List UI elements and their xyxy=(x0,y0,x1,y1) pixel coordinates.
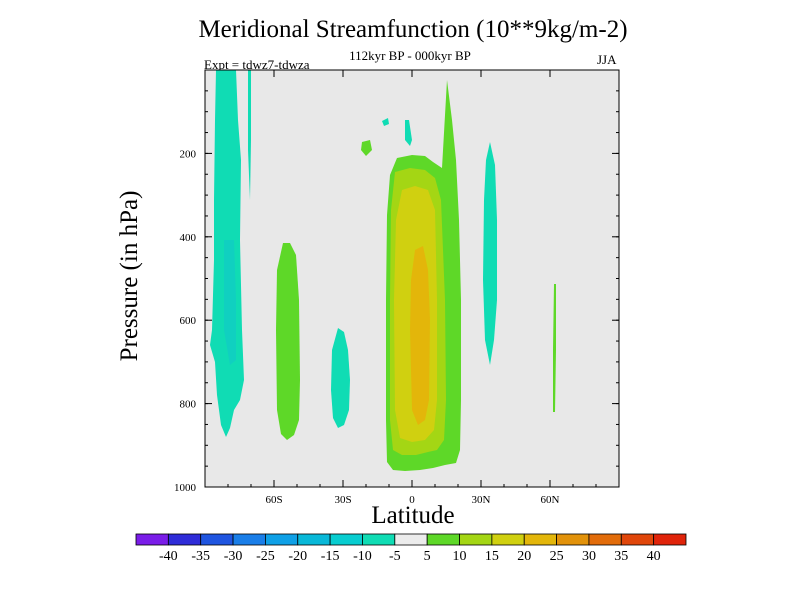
contour-region-62n-positive xyxy=(553,284,556,412)
colorbar-swatch xyxy=(556,533,590,546)
colorbar-label: -35 xyxy=(191,549,210,564)
contour-region-small-positive-1 xyxy=(361,140,372,156)
colorbar-swatch xyxy=(362,533,396,546)
contour-region-small-negative-1 xyxy=(382,118,389,126)
colorbar-label: 10 xyxy=(453,549,467,564)
colorbar-swatch xyxy=(232,533,266,546)
season-label: JJA xyxy=(597,52,617,67)
colorbar-label: -20 xyxy=(288,549,307,564)
colorbar-swatch xyxy=(491,533,525,546)
colorbar-label: 25 xyxy=(550,549,564,564)
x-tick-label: 60S xyxy=(265,494,282,506)
chart-subtitle: 112kyr BP - 000kyr BP xyxy=(349,48,471,63)
colorbar-label: -10 xyxy=(353,549,372,564)
colorbar-swatch xyxy=(200,533,234,546)
y-tick-label: 200 xyxy=(180,148,197,160)
colorbar-swatch xyxy=(426,533,460,546)
y-tick-label: 800 xyxy=(180,399,197,411)
contour-region-equator-20-25 xyxy=(410,246,430,425)
colorbar-label: -5 xyxy=(389,549,401,564)
colorbar-swatch xyxy=(265,533,299,546)
contour-region-55s-positive xyxy=(276,243,300,440)
colorbar-swatch xyxy=(135,533,169,546)
colorbar-swatch xyxy=(297,533,331,546)
colorbar-swatch xyxy=(329,533,363,546)
colorbar-swatch xyxy=(523,533,557,546)
y-tick-label: 600 xyxy=(180,315,197,327)
x-axis-label: Latitude xyxy=(371,502,455,529)
colorbar-label: 35 xyxy=(614,549,628,564)
colorbar-label: -15 xyxy=(321,549,340,564)
contour-region-sh-negative-inner xyxy=(224,240,236,365)
x-tick-label: 30N xyxy=(472,494,491,506)
colorbar-label: 15 xyxy=(485,549,499,564)
colorbar-swatch xyxy=(620,533,655,546)
colorbar-swatch xyxy=(167,533,202,546)
x-axis: 60S 30S 0 30N 60N xyxy=(204,70,620,506)
contour-region-small-negative-2 xyxy=(405,120,412,146)
contour-region-30s-negative xyxy=(331,328,350,428)
colorbar-label: -25 xyxy=(256,549,275,564)
x-tick-label: 60N xyxy=(541,494,560,506)
colorbar-swatch xyxy=(394,533,428,546)
contour-region-35n-negative xyxy=(483,142,497,365)
contour-region-sh-negative-2 xyxy=(248,70,251,200)
colorbar-swatch xyxy=(459,533,493,546)
x-tick-label: 30S xyxy=(334,494,351,506)
colorbar-swatch xyxy=(653,533,687,546)
colorbar-label: 40 xyxy=(647,549,661,564)
plot-area: 60S 30S 0 30N 60N 200 400 600 800 1000 xyxy=(174,69,620,506)
colorbar-label: 20 xyxy=(517,549,531,564)
y-tick-label: 1000 xyxy=(174,482,197,494)
colorbar-label: 30 xyxy=(582,549,596,564)
colorbar-label: 5 xyxy=(424,549,431,564)
colorbar-label: -40 xyxy=(159,549,178,564)
colorbar-label: -30 xyxy=(224,549,243,564)
x-tick-label: 0 xyxy=(409,494,415,506)
colorbar: -40 -35 -30 -25 -20 -15 -10 -5 5 10 15 20 25 30 35 40 xyxy=(135,533,687,564)
chart-title: Meridional Streamfunction (10**9kg/m-2) xyxy=(198,16,628,43)
experiment-label: Expt = tdwz7-tdwza xyxy=(204,57,310,72)
colorbar-swatch xyxy=(588,533,622,546)
y-axis: 200 400 600 800 1000 xyxy=(174,90,619,494)
y-tick-label: 400 xyxy=(180,232,197,244)
